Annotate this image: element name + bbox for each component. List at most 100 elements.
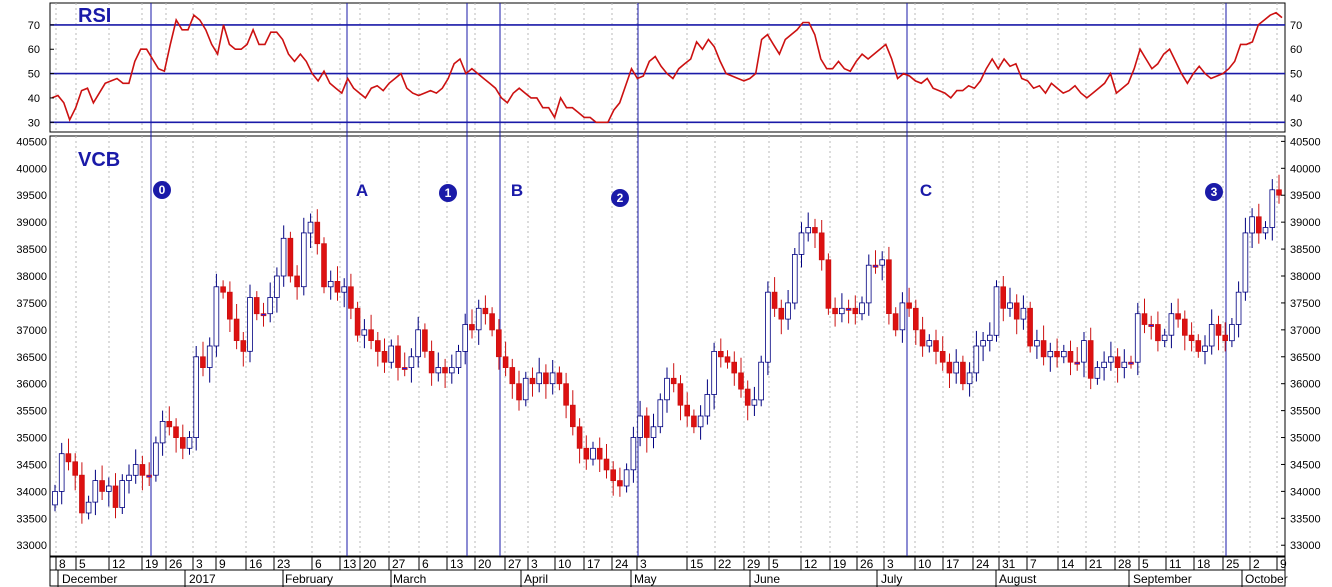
rsi-tick-left: 50 <box>28 69 40 81</box>
candle-body <box>960 361 966 385</box>
candle-body <box>233 318 240 342</box>
candle-body <box>516 383 522 401</box>
xaxis-tick-label: 5 <box>79 557 86 571</box>
price-tick-right: 39500 <box>1290 190 1321 202</box>
candle-body <box>1020 307 1027 320</box>
candle-body <box>549 372 556 385</box>
candle-body <box>792 254 798 304</box>
candle-body <box>650 426 657 438</box>
wave-marker-circle <box>439 184 457 202</box>
candle-body <box>1242 232 1249 293</box>
candle-body <box>677 383 684 406</box>
candle-body <box>220 286 226 293</box>
rsi-tick-right: 30 <box>1290 117 1302 129</box>
candle-body <box>839 307 845 315</box>
wave-marker-label: C <box>920 181 932 200</box>
month-label: March <box>393 572 426 586</box>
candle-body <box>240 340 247 352</box>
candle-body <box>388 345 394 363</box>
xaxis-tick-label: 17 <box>587 557 601 571</box>
candle-body <box>1208 324 1215 347</box>
month-label: July <box>881 572 902 586</box>
candle-body <box>946 361 953 374</box>
candle-body <box>1074 361 1081 365</box>
xaxis-tick-label: 31 <box>1002 557 1016 571</box>
rsi-series-line <box>51 11 1283 124</box>
candle-body <box>543 372 549 385</box>
candle-body <box>1128 361 1134 365</box>
candle-body <box>253 297 260 315</box>
candle-body <box>899 302 906 331</box>
price-tick-right: 37500 <box>1290 298 1321 310</box>
candle-body <box>926 340 933 347</box>
candle-body <box>973 345 980 374</box>
candle-body <box>1013 302 1020 320</box>
candle-body <box>718 350 724 358</box>
candle-body <box>684 404 690 417</box>
candle-body <box>348 286 354 309</box>
candle-body <box>1108 356 1114 363</box>
price-title: VCB <box>78 149 120 171</box>
candle-body <box>475 307 482 331</box>
candle-body <box>1148 324 1155 327</box>
candle-body <box>294 275 300 288</box>
candle-body <box>106 485 112 492</box>
month-label: August <box>999 572 1037 586</box>
candle-body <box>274 275 280 298</box>
candle-body <box>583 447 590 460</box>
candle-body <box>1249 216 1255 234</box>
candle-body <box>670 377 677 385</box>
price-tick-right: 40000 <box>1290 163 1321 175</box>
candle-body <box>186 437 193 449</box>
price-tick-right: 34000 <box>1290 486 1321 498</box>
candle-body <box>448 367 455 374</box>
candle-body <box>435 367 442 374</box>
price-tick-right: 39000 <box>1290 217 1321 229</box>
xaxis-tick-label: 11 <box>1169 557 1182 571</box>
price-tick-left: 35000 <box>16 433 47 445</box>
wave-marker-label: 3 <box>1211 185 1218 199</box>
price-tick-left: 38500 <box>16 244 47 256</box>
price-tick-right: 38000 <box>1290 271 1321 283</box>
candle-body <box>415 329 421 358</box>
candle-body <box>1040 340 1047 358</box>
candle-body <box>85 501 92 514</box>
candle-body <box>596 447 603 460</box>
price-tick-left: 33500 <box>16 513 47 525</box>
xaxis-tick-label: 18 <box>1197 557 1211 571</box>
price-tick-left: 37000 <box>16 325 47 337</box>
candle-body <box>1000 286 1006 309</box>
price-frame <box>49 135 1286 557</box>
wave-marker-circle <box>153 181 171 199</box>
candle-body <box>1027 307 1033 347</box>
xaxis-tick-label: 25 <box>1226 557 1240 571</box>
candle-body <box>1081 340 1087 363</box>
candle-body <box>321 243 327 288</box>
candle-body <box>563 383 569 406</box>
price-tick-right: 35000 <box>1290 433 1321 445</box>
xaxis-tick-label: 24 <box>615 557 629 571</box>
candle-body <box>395 345 401 368</box>
candle-body <box>422 329 428 352</box>
price-tick-left: 35500 <box>16 406 47 418</box>
rsi-tick-right: 40 <box>1290 93 1302 105</box>
candle-body <box>966 372 973 385</box>
candle-body <box>798 232 805 255</box>
price-tick-right: 40500 <box>1290 136 1321 148</box>
candle-body <box>933 340 939 352</box>
candle-body <box>213 286 220 347</box>
month-label: October <box>1245 572 1288 586</box>
candle-body <box>1047 350 1054 358</box>
candle-body <box>644 415 650 438</box>
candle-body <box>1188 334 1195 342</box>
xaxis-tick-label: 19 <box>145 557 159 571</box>
candle-body <box>1229 324 1235 342</box>
rsi-title: RSI <box>78 5 111 27</box>
candle-body <box>58 453 65 492</box>
xaxis-tick-label: 2 <box>1253 557 1260 571</box>
candle-body <box>307 221 314 234</box>
candle-body <box>825 259 832 309</box>
candle-body <box>1094 367 1101 379</box>
candle-body <box>953 361 959 374</box>
